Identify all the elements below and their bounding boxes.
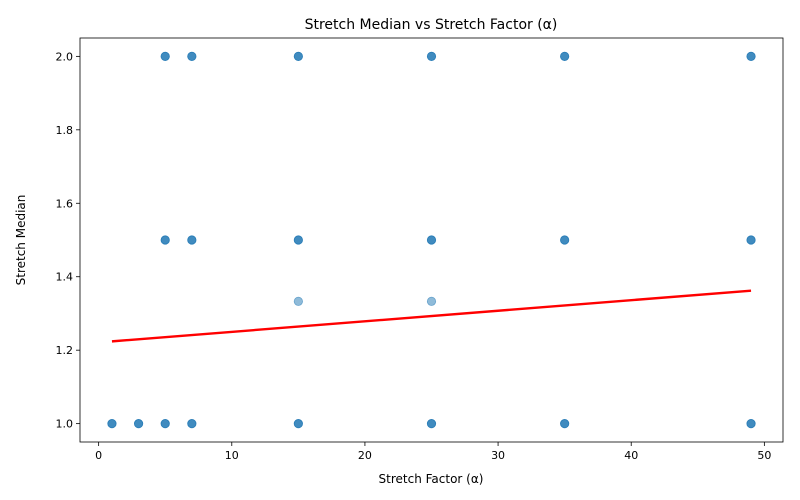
data-point: [746, 235, 756, 245]
y-tick-label: 1.0: [56, 418, 74, 431]
x-axis-label: Stretch Factor (α): [379, 472, 484, 486]
data-point: [293, 235, 303, 245]
y-tick-label: 2.0: [56, 50, 74, 63]
data-point: [187, 419, 197, 429]
data-point: [426, 51, 437, 61]
x-tick-label: 10: [225, 449, 239, 462]
data-point: [293, 419, 303, 429]
data-point: [426, 419, 437, 429]
plot-area: 0 10 20 30 40 50 1.0 1.2 1.4 1.6 1.8 2.0: [56, 37, 784, 462]
data-point: [560, 419, 570, 429]
x-tick-label: 20: [358, 449, 372, 462]
trend-line: [111, 289, 752, 343]
data-point: [560, 235, 570, 245]
data-point: [107, 419, 117, 429]
x-tick-label: 0: [95, 449, 102, 462]
data-point: [426, 235, 437, 245]
data-point: [160, 419, 170, 429]
data-point: [160, 235, 170, 245]
data-point: [746, 51, 756, 61]
x-tick-label: 50: [757, 449, 771, 462]
data-point: [187, 235, 197, 245]
data-point: [133, 419, 144, 429]
data-point: [187, 51, 197, 61]
x-tick-label: 30: [491, 449, 505, 462]
y-tick-label: 1.4: [56, 271, 74, 284]
y-tick-label: 1.2: [56, 344, 74, 357]
x-tick-label: 40: [624, 449, 638, 462]
data-point: [160, 51, 170, 61]
y-tick-label: 1.6: [56, 197, 74, 210]
data-point: [560, 51, 570, 61]
data-point: [293, 51, 303, 61]
data-point: [293, 296, 303, 306]
data-point: [426, 296, 437, 306]
data-point: [746, 419, 756, 429]
y-axis-label: Stretch Median: [14, 195, 28, 286]
chart-title: Stretch Median vs Stretch Factor (α): [305, 17, 558, 33]
y-tick-label: 1.8: [56, 124, 74, 137]
plot-frame: [79, 37, 784, 443]
